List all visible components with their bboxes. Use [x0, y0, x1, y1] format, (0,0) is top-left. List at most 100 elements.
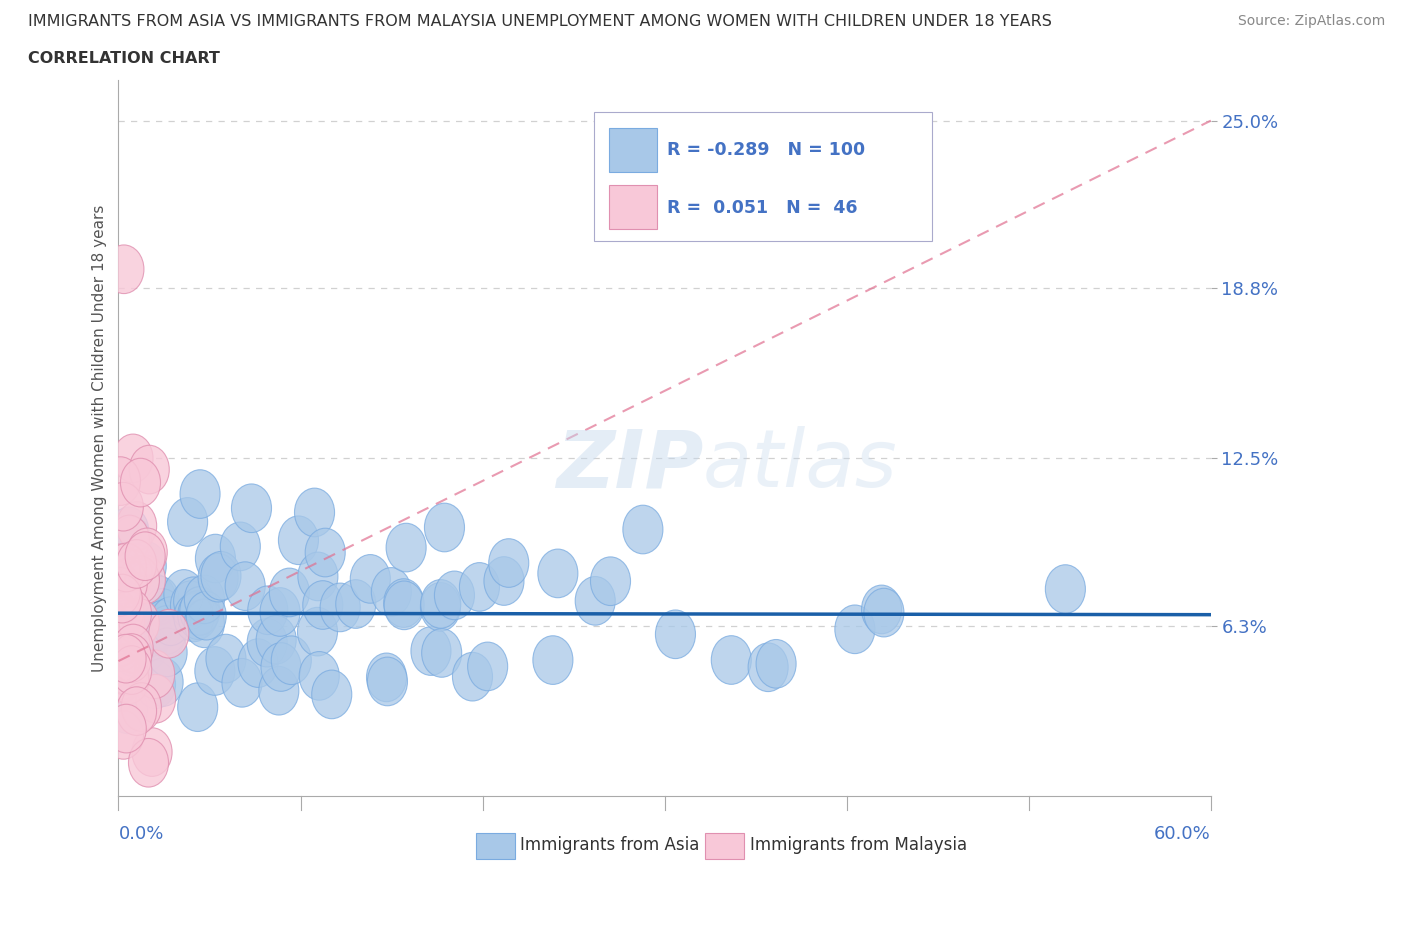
Ellipse shape [125, 555, 166, 604]
Ellipse shape [100, 457, 141, 505]
Ellipse shape [121, 615, 160, 663]
Ellipse shape [167, 498, 208, 546]
Ellipse shape [170, 581, 211, 630]
Ellipse shape [262, 643, 301, 691]
Ellipse shape [371, 567, 412, 617]
Ellipse shape [180, 587, 219, 635]
Ellipse shape [121, 683, 162, 731]
Ellipse shape [299, 652, 339, 700]
Ellipse shape [259, 667, 299, 715]
Ellipse shape [100, 567, 141, 617]
Ellipse shape [387, 524, 426, 572]
Ellipse shape [195, 534, 235, 583]
Text: 0.0%: 0.0% [118, 825, 165, 843]
Ellipse shape [232, 484, 271, 533]
Ellipse shape [143, 658, 183, 707]
Ellipse shape [115, 544, 156, 592]
Ellipse shape [124, 564, 163, 612]
Ellipse shape [411, 627, 451, 675]
Ellipse shape [420, 579, 461, 629]
Ellipse shape [112, 628, 153, 676]
Ellipse shape [112, 624, 153, 673]
Ellipse shape [125, 584, 166, 632]
Ellipse shape [131, 604, 172, 653]
Ellipse shape [321, 583, 360, 631]
Ellipse shape [103, 483, 143, 531]
FancyBboxPatch shape [475, 833, 515, 859]
Ellipse shape [103, 654, 142, 702]
Ellipse shape [367, 653, 406, 702]
Ellipse shape [103, 645, 142, 695]
Text: Source: ZipAtlas.com: Source: ZipAtlas.com [1237, 14, 1385, 28]
Ellipse shape [835, 605, 875, 654]
FancyBboxPatch shape [609, 128, 657, 172]
Ellipse shape [533, 636, 572, 684]
Ellipse shape [711, 636, 751, 684]
Ellipse shape [104, 711, 143, 759]
Ellipse shape [177, 683, 218, 732]
Ellipse shape [862, 585, 901, 633]
Ellipse shape [336, 579, 375, 629]
Text: IMMIGRANTS FROM ASIA VS IMMIGRANTS FROM MALAYSIA UNEMPLOYMENT AMONG WOMEN WITH C: IMMIGRANTS FROM ASIA VS IMMIGRANTS FROM … [28, 14, 1052, 29]
FancyBboxPatch shape [609, 185, 657, 229]
Ellipse shape [260, 588, 299, 636]
Ellipse shape [165, 570, 204, 618]
Ellipse shape [149, 609, 188, 658]
Ellipse shape [186, 591, 226, 640]
Ellipse shape [270, 568, 309, 617]
Ellipse shape [238, 639, 278, 687]
Ellipse shape [100, 544, 141, 592]
Ellipse shape [111, 633, 152, 683]
FancyBboxPatch shape [704, 833, 744, 859]
Text: atlas: atlas [703, 426, 898, 504]
Ellipse shape [135, 674, 176, 723]
Text: R = -0.289   N = 100: R = -0.289 N = 100 [666, 141, 865, 159]
Ellipse shape [225, 562, 266, 610]
Ellipse shape [101, 623, 141, 671]
Ellipse shape [460, 563, 499, 611]
Ellipse shape [107, 543, 146, 591]
Ellipse shape [127, 623, 167, 671]
Ellipse shape [120, 556, 159, 604]
Ellipse shape [184, 599, 225, 647]
Ellipse shape [110, 634, 150, 683]
Ellipse shape [100, 618, 141, 666]
Ellipse shape [112, 551, 152, 599]
Ellipse shape [305, 528, 346, 577]
Ellipse shape [118, 573, 159, 621]
Ellipse shape [120, 599, 159, 647]
Ellipse shape [148, 628, 187, 677]
Ellipse shape [104, 245, 143, 294]
Ellipse shape [112, 614, 153, 662]
Text: Immigrants from Asia: Immigrants from Asia [520, 836, 700, 854]
Ellipse shape [117, 686, 156, 736]
Ellipse shape [103, 574, 142, 623]
Ellipse shape [107, 584, 148, 632]
Ellipse shape [180, 470, 221, 518]
Text: R =  0.051   N =  46: R = 0.051 N = 46 [666, 199, 858, 217]
Ellipse shape [135, 660, 176, 709]
Ellipse shape [146, 605, 187, 655]
Ellipse shape [135, 650, 174, 698]
Ellipse shape [205, 634, 246, 683]
Ellipse shape [121, 458, 160, 507]
Ellipse shape [221, 522, 260, 571]
Ellipse shape [591, 557, 630, 605]
Ellipse shape [302, 580, 343, 630]
Ellipse shape [271, 636, 311, 684]
Ellipse shape [247, 586, 288, 634]
Ellipse shape [256, 616, 297, 664]
Ellipse shape [107, 704, 146, 753]
Ellipse shape [142, 600, 183, 649]
Ellipse shape [425, 503, 464, 551]
Text: Immigrants from Malaysia: Immigrants from Malaysia [749, 836, 967, 854]
Ellipse shape [112, 434, 153, 483]
Ellipse shape [748, 643, 789, 692]
Ellipse shape [129, 445, 169, 494]
Ellipse shape [177, 591, 218, 640]
Ellipse shape [101, 596, 141, 644]
Ellipse shape [104, 587, 143, 635]
Y-axis label: Unemployment Among Women with Children Under 18 years: Unemployment Among Women with Children U… [93, 205, 107, 671]
Ellipse shape [294, 488, 335, 537]
Ellipse shape [863, 589, 904, 637]
